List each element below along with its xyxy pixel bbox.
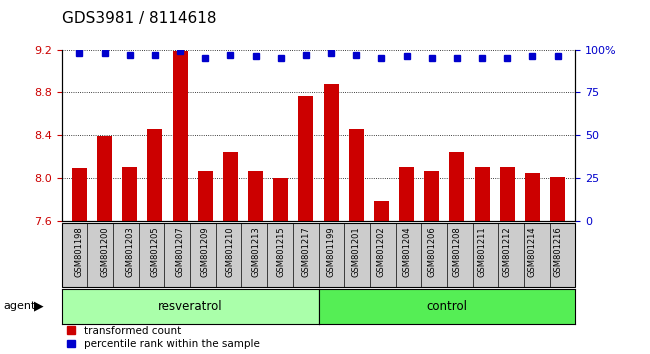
- Bar: [500, 166, 515, 221]
- Bar: [97, 137, 112, 221]
- Bar: [399, 166, 414, 221]
- Bar: [374, 201, 389, 221]
- Bar: [525, 173, 540, 221]
- Text: resveratrol: resveratrol: [158, 300, 222, 313]
- Bar: [72, 167, 87, 221]
- Text: GDS3981 / 8114618: GDS3981 / 8114618: [62, 11, 216, 25]
- Bar: [223, 152, 238, 221]
- Legend: transformed count, percentile rank within the sample: transformed count, percentile rank withi…: [67, 326, 259, 349]
- Text: agent: agent: [3, 301, 36, 311]
- Bar: [424, 171, 439, 221]
- Bar: [474, 166, 489, 221]
- Text: ▶: ▶: [34, 300, 44, 313]
- Bar: [449, 152, 465, 221]
- Bar: [148, 129, 162, 221]
- Bar: [348, 129, 364, 221]
- Bar: [298, 96, 313, 221]
- Text: control: control: [426, 300, 467, 313]
- Bar: [172, 51, 188, 221]
- Bar: [198, 171, 213, 221]
- Bar: [324, 84, 339, 221]
- Bar: [122, 166, 137, 221]
- Bar: [550, 177, 566, 221]
- Bar: [273, 178, 289, 221]
- Bar: [248, 171, 263, 221]
